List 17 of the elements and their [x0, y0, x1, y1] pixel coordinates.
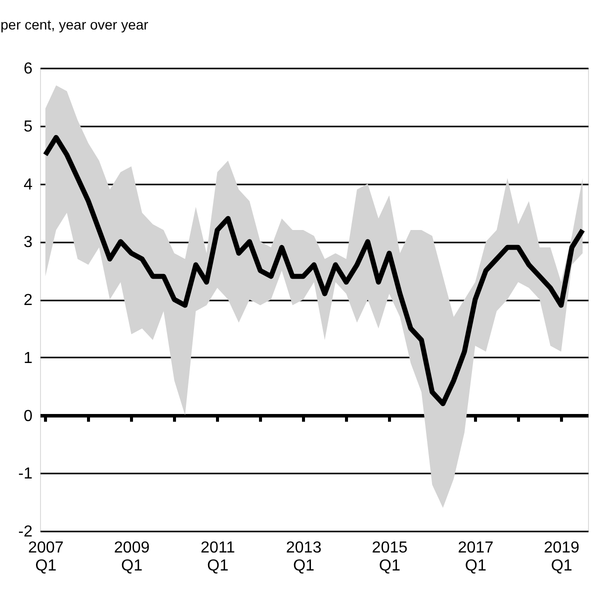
x-tick-label: 2019 Q1	[544, 540, 580, 574]
y-tick-label: 0	[24, 408, 33, 425]
y-tick-label: 1	[24, 350, 33, 367]
y-tick-label: -1	[18, 466, 33, 483]
y-tick-label: 4	[24, 176, 33, 194]
x-tick-label: 2009 Q1	[114, 540, 150, 574]
x-tick-label: 2011 Q1	[200, 540, 236, 574]
x-tick-label: 2007 Q1	[28, 540, 64, 574]
y-axis-title: per cent, year over year	[0, 16, 149, 32]
y-tick-label: 5	[24, 118, 33, 136]
y-tick-label: -2	[18, 524, 33, 540]
y-tick-label: 6	[24, 60, 33, 78]
y-tick-label: 2	[24, 292, 33, 309]
x-tick-label: 2017 Q1	[458, 540, 494, 574]
x-tick-label: 2013 Q1	[286, 540, 322, 574]
y-tick-label: 3	[24, 234, 33, 252]
x-tick-label: 2015 Q1	[372, 540, 408, 574]
